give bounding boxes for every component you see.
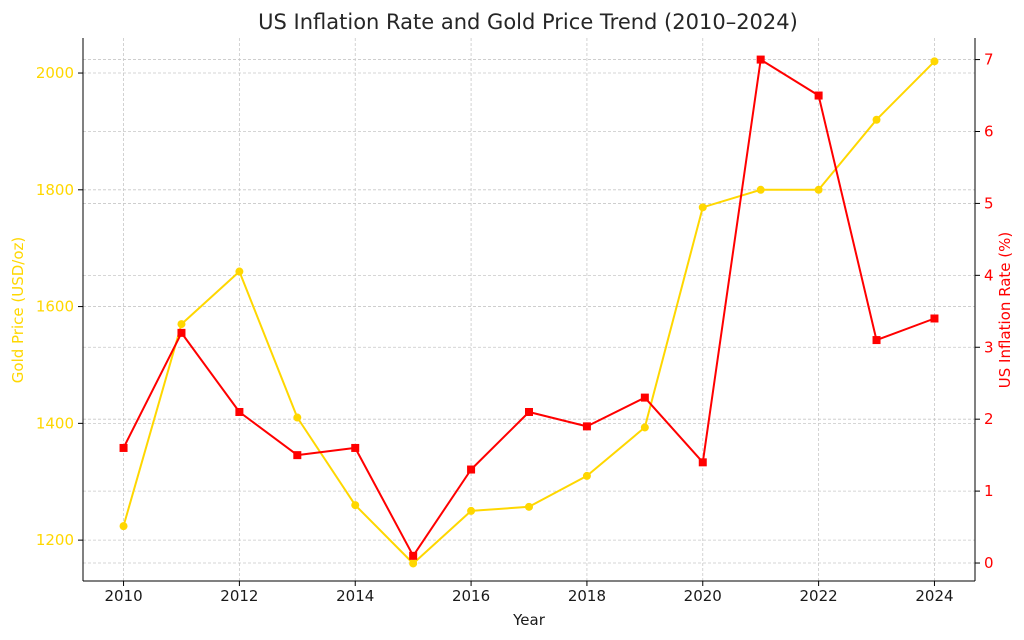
chart-title: US Inflation Rate and Gold Price Trend (…: [258, 10, 798, 34]
x-tick-label: 2018: [568, 587, 606, 605]
x-tick-label: 2022: [800, 587, 838, 605]
gold-price-point: [756, 185, 765, 194]
gold-price-point: [351, 501, 360, 510]
left-y-tick-label: 1600: [36, 298, 74, 316]
grid-layer: [83, 38, 975, 581]
inflation-rate-point: [872, 336, 881, 345]
right-y-tick-label: 0: [984, 554, 994, 572]
inflation-rate-point: [930, 314, 939, 323]
inflation-rate-point: [467, 465, 476, 474]
inflation-rate-line: [122, 58, 935, 557]
inflation-rate-point: [814, 91, 823, 100]
x-axis-label: Year: [512, 611, 546, 629]
inflation-rate-point: [119, 443, 128, 452]
gold-price-point: [235, 267, 244, 276]
left-axis-label: Gold Price (USD/oz): [9, 237, 27, 383]
right-y-tick-label: 7: [984, 51, 994, 69]
gold-price-point: [409, 559, 418, 568]
gold-price-line: [122, 60, 936, 565]
gold-price-point: [814, 185, 823, 194]
x-tick-label: 2016: [452, 587, 490, 605]
right-axis-label: US Inflation Rate (%): [996, 232, 1014, 388]
left-y-tick-label: 1200: [36, 531, 74, 549]
inflation-rate-point: [409, 551, 418, 560]
left-y-tick-label: 2000: [36, 64, 74, 82]
right-y-tick-label: 6: [984, 122, 994, 140]
gold-price-point: [640, 423, 649, 432]
ticks-layer: 2010 2012 2014 2016 2018 2020 2022 202412001400…: [36, 51, 994, 605]
gold-price-point: [582, 471, 591, 480]
inflation-rate-point: [698, 458, 707, 467]
x-tick-label: 2024: [915, 587, 953, 605]
left-y-tick-label: 1800: [36, 181, 74, 199]
plot-frame: [83, 38, 975, 581]
gold-price-point: [119, 522, 128, 531]
inflation-rate-point: [293, 451, 302, 460]
gold-price-point: [177, 320, 186, 329]
right-y-tick-label: 1: [984, 482, 994, 500]
inflation-rate-point: [177, 328, 186, 337]
inflation-rate-point: [235, 407, 244, 416]
right-y-tick-label: 5: [984, 194, 994, 212]
gold-price-point: [872, 115, 881, 124]
gold-price-point: [698, 203, 707, 212]
x-tick-label: 2010: [104, 587, 142, 605]
left-y-tick-label: 1400: [36, 414, 74, 432]
series-layer: [119, 55, 939, 568]
inflation-rate-point: [525, 407, 533, 416]
gold-price-point: [467, 506, 476, 515]
inflation-rate-point: [351, 443, 360, 452]
right-y-tick-label: 3: [984, 338, 994, 356]
x-tick-label: 2014: [336, 587, 374, 605]
inflation-rate-point: [640, 393, 649, 402]
x-tick-label: 2020: [684, 587, 722, 605]
gold-price-point: [293, 413, 302, 422]
x-tick-label: 2012: [220, 587, 258, 605]
gold-price-point: [930, 57, 939, 66]
right-y-tick-label: 4: [984, 266, 994, 284]
gold-price-point: [525, 502, 533, 511]
right-y-tick-label: 2: [984, 410, 994, 428]
inflation-rate-point: [582, 422, 591, 431]
inflation-rate-point: [756, 55, 765, 64]
